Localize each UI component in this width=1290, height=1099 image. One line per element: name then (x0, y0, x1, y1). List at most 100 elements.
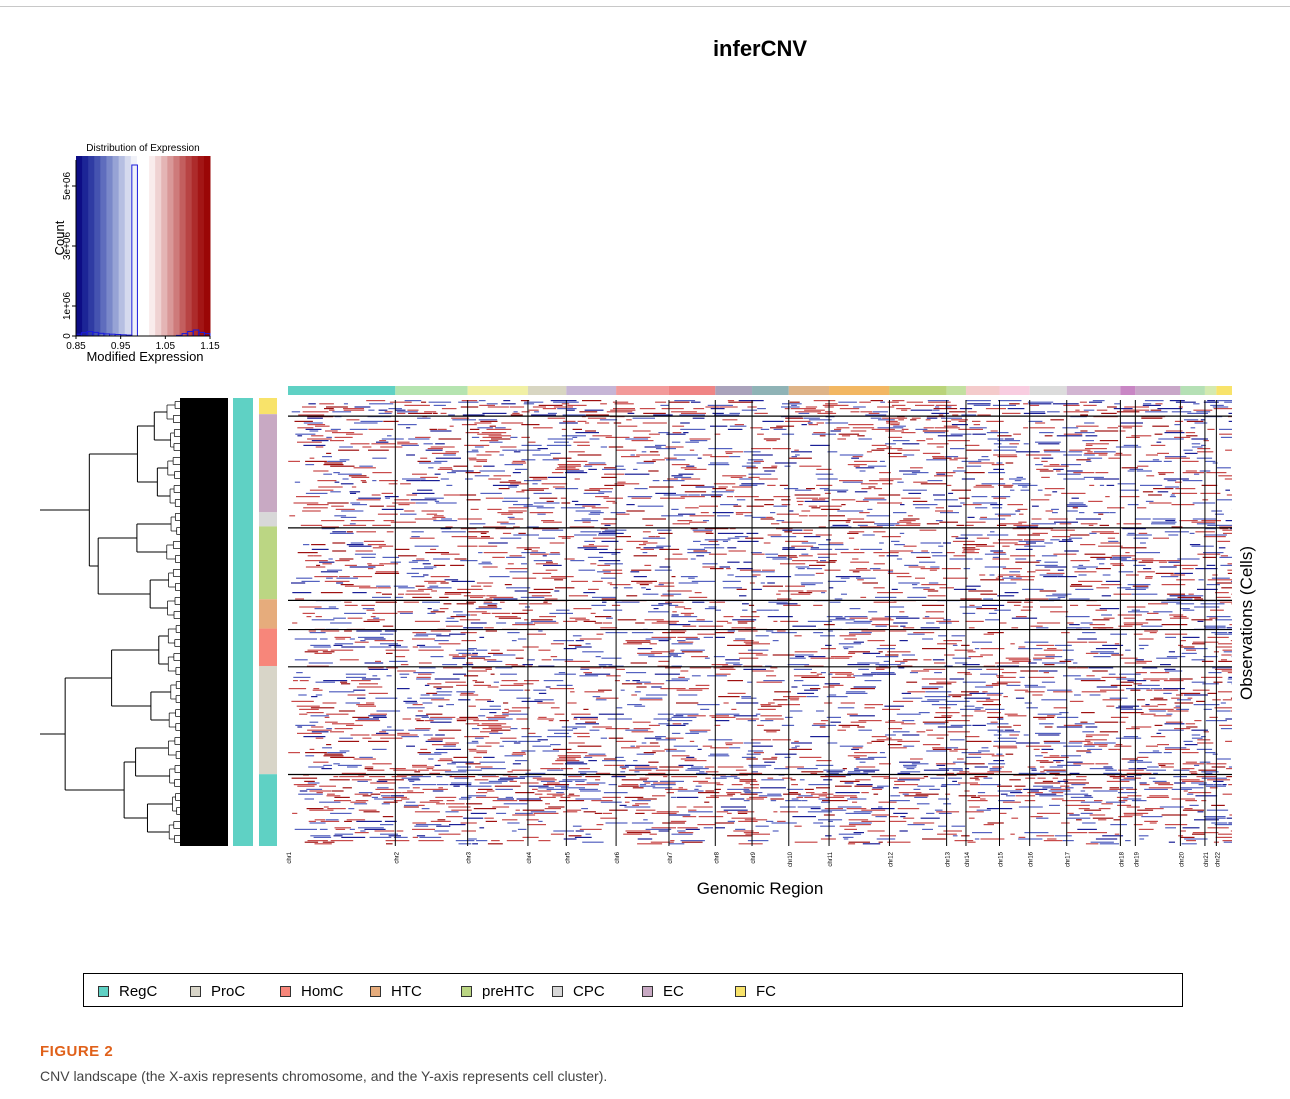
cnv-segment (1186, 840, 1196, 842)
cnv-segment (354, 832, 369, 834)
cnv-segment (808, 505, 818, 507)
cnv-segment (838, 833, 862, 835)
cnv-segment (1064, 782, 1089, 784)
cnv-segment (1121, 547, 1147, 549)
cnv-segment (906, 768, 915, 770)
cnv-segment (727, 400, 735, 402)
cnv-segment (353, 467, 376, 469)
cnv-segment (1098, 513, 1104, 515)
cnv-segment (1118, 816, 1133, 818)
cnv-segment (926, 812, 935, 814)
cnv-segment (1077, 568, 1087, 570)
cnv-segment (739, 779, 756, 781)
cnv-segment (853, 465, 860, 467)
cnv-segment (415, 824, 442, 826)
cnv-segment (948, 694, 972, 696)
cnv-segment (305, 492, 328, 494)
cnv-segment (649, 742, 659, 744)
cnv-segment (384, 411, 393, 413)
cnv-segment (853, 756, 860, 758)
cnv-segment (602, 667, 616, 669)
cnv-segment (322, 456, 332, 458)
cnv-segment (902, 443, 920, 445)
cnv-segment (714, 788, 721, 790)
cnv-segment (434, 764, 441, 766)
cnv-segment (1066, 504, 1086, 506)
cnv-segment (789, 710, 803, 712)
cnv-segment (676, 806, 687, 808)
cnv-segment (841, 504, 846, 506)
cnv-segment (727, 644, 753, 646)
cnv-segment (727, 622, 732, 624)
cnv-segment (386, 531, 394, 533)
cnv-segment (495, 528, 515, 530)
cnv-segment (873, 601, 897, 603)
cnv-segment (406, 454, 415, 456)
cnv-segment (513, 683, 534, 685)
chromosome-label: chr12 (888, 851, 894, 867)
cnv-segment (898, 792, 922, 794)
cnv-segment (859, 526, 883, 528)
cnv-segment (643, 542, 658, 544)
cnv-segment (1002, 412, 1021, 414)
cnv-segment (999, 523, 1023, 525)
cnv-segment (407, 409, 419, 411)
cnv-segment (1084, 809, 1102, 811)
cnv-segment (873, 552, 899, 554)
cnv-segment (1165, 636, 1176, 638)
cnv-segment (1075, 588, 1094, 590)
cnv-segment (1207, 692, 1217, 694)
cnv-segment (449, 425, 454, 427)
cnv-segment (974, 558, 983, 560)
cnv-segment (901, 497, 921, 499)
cnv-segment (726, 568, 731, 570)
cnv-segment (1201, 660, 1214, 662)
cnv-segment (966, 740, 992, 742)
cnv-segment (789, 556, 798, 558)
cnv-segment (359, 465, 373, 467)
cnv-segment (421, 510, 444, 512)
cnv-segment (1014, 480, 1022, 482)
cnv-segment (349, 491, 361, 493)
cnv-segment (810, 736, 830, 738)
cnv-segment (804, 796, 820, 798)
cnv-segment (795, 566, 810, 568)
cnv-segment (952, 644, 958, 646)
cnv-segment (507, 516, 515, 518)
cnv-segment (1169, 496, 1176, 498)
cnv-segment (393, 800, 403, 802)
cluster-strip-EC (259, 414, 277, 513)
cnv-segment (1120, 422, 1143, 424)
cnv-segment (855, 779, 871, 781)
cnv-segment (414, 635, 429, 637)
cnv-segment (897, 449, 920, 451)
cnv-segment (349, 566, 376, 568)
cnv-segment (740, 616, 760, 618)
cnv-segment (636, 745, 660, 747)
cnv-segment (442, 664, 458, 666)
cnv-segment (449, 633, 466, 635)
cnv-segment (828, 630, 833, 632)
cnv-segment (372, 612, 398, 614)
cnv-segment (374, 640, 395, 642)
cnv-segment (1009, 443, 1019, 445)
cnv-segment (636, 582, 653, 584)
cnv-segment (370, 782, 396, 784)
histogram-color-band (167, 156, 174, 336)
cnv-segment (961, 414, 977, 416)
cnv-segment (1027, 792, 1043, 794)
cnv-segment (418, 588, 433, 590)
cnv-segment (867, 756, 887, 758)
cnv-segment (747, 840, 769, 842)
cnv-segment (656, 811, 679, 813)
cnv-segment (789, 510, 794, 512)
cnv-segment (658, 603, 672, 605)
cnv-segment (681, 841, 703, 843)
cnv-segment (882, 483, 893, 485)
cnv-segment (745, 782, 751, 784)
cnv-segment (491, 649, 500, 651)
cnv-segment (374, 830, 395, 832)
cnv-segment (644, 683, 665, 685)
cnv-segment (617, 619, 637, 621)
cnv-segment (1186, 435, 1198, 437)
